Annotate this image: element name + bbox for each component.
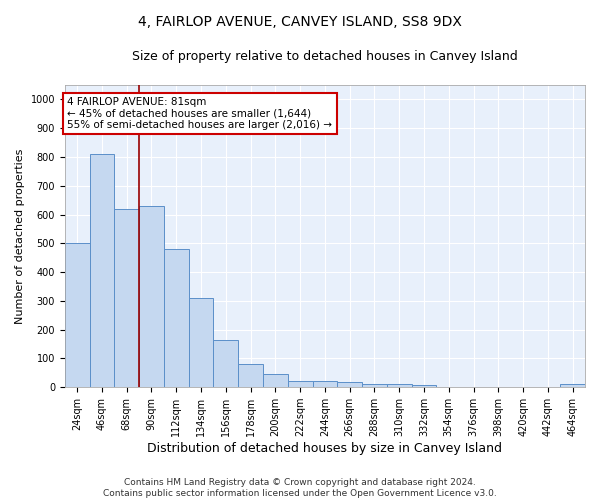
Bar [387, 384, 412, 387]
Bar [412, 385, 436, 387]
X-axis label: Distribution of detached houses by size in Canvey Island: Distribution of detached houses by size … [148, 442, 502, 455]
Text: 4, FAIRLOP AVENUE, CANVEY ISLAND, SS8 9DX: 4, FAIRLOP AVENUE, CANVEY ISLAND, SS8 9D… [138, 15, 462, 29]
Bar [139, 206, 164, 387]
Text: 4 FAIRLOP AVENUE: 81sqm
← 45% of detached houses are smaller (1,644)
55% of semi: 4 FAIRLOP AVENUE: 81sqm ← 45% of detache… [67, 97, 332, 130]
Bar [362, 384, 387, 387]
Bar [263, 374, 288, 387]
Bar [115, 209, 139, 387]
Bar [288, 380, 313, 387]
Bar [337, 382, 362, 387]
Bar [313, 382, 337, 387]
Bar [238, 364, 263, 387]
Y-axis label: Number of detached properties: Number of detached properties [15, 148, 25, 324]
Title: Size of property relative to detached houses in Canvey Island: Size of property relative to detached ho… [132, 50, 518, 63]
Bar [89, 154, 115, 387]
Bar [188, 298, 214, 387]
Bar [214, 340, 238, 387]
Bar [560, 384, 585, 387]
Text: Contains HM Land Registry data © Crown copyright and database right 2024.
Contai: Contains HM Land Registry data © Crown c… [103, 478, 497, 498]
Bar [436, 386, 461, 387]
Bar [65, 244, 89, 387]
Bar [164, 249, 188, 387]
